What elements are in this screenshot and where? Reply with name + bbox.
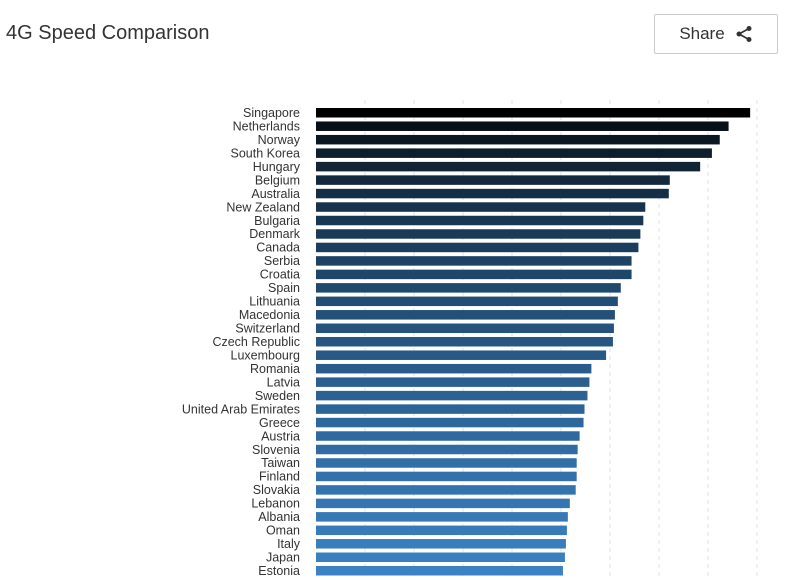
bar xyxy=(316,202,646,212)
category-label: South Korea xyxy=(231,146,301,160)
bar xyxy=(316,161,701,172)
bar xyxy=(316,229,641,239)
category-label: Taiwan xyxy=(261,456,300,470)
share-icon xyxy=(736,26,752,42)
category-label: Hungary xyxy=(253,160,301,174)
bar xyxy=(316,256,632,266)
bar xyxy=(316,512,568,522)
bar xyxy=(316,323,614,334)
bar xyxy=(316,363,592,374)
category-label: Italy xyxy=(277,537,301,551)
bar xyxy=(316,269,632,280)
category-label: Canada xyxy=(256,241,300,255)
bar xyxy=(316,336,613,347)
bar xyxy=(316,108,751,118)
category-label: Macedonia xyxy=(239,308,300,322)
category-label: Netherlands xyxy=(233,119,300,133)
category-label: Austria xyxy=(261,429,300,443)
category-label: Czech Republic xyxy=(212,335,300,349)
bar xyxy=(316,552,565,563)
category-label: Japan xyxy=(266,551,300,565)
category-label: Romania xyxy=(250,362,300,376)
category-label: Luxembourg xyxy=(231,348,301,362)
share-button[interactable]: Share xyxy=(654,14,778,54)
bar xyxy=(316,404,585,414)
bar xyxy=(316,458,577,468)
bar xyxy=(316,539,566,549)
category-label: Sweden xyxy=(255,389,300,403)
category-label: Norway xyxy=(258,133,301,147)
bar xyxy=(316,242,639,253)
page-title: 4G Speed Comparison xyxy=(6,22,210,44)
category-label: Albania xyxy=(258,510,300,524)
category-label: New Zealand xyxy=(226,200,300,214)
category-label: Australia xyxy=(251,187,300,201)
bar xyxy=(316,283,621,293)
bar xyxy=(316,134,720,145)
share-label: Share xyxy=(679,24,725,43)
category-label: Denmark xyxy=(249,227,300,241)
bar xyxy=(316,444,578,455)
category-label: Singapore xyxy=(243,106,300,120)
bar xyxy=(316,485,576,495)
bar xyxy=(316,148,712,158)
category-label: Lithuania xyxy=(249,295,300,309)
bar xyxy=(316,431,580,441)
category-label: Greece xyxy=(259,416,300,430)
bar xyxy=(316,565,563,576)
bar xyxy=(316,175,670,185)
category-label: United Arab Emirates xyxy=(182,402,300,416)
bar xyxy=(316,498,570,509)
category-label: Belgium xyxy=(255,173,300,187)
category-label: Latvia xyxy=(267,375,300,389)
category-label: Slovakia xyxy=(253,483,300,497)
category-label: Spain xyxy=(268,281,300,295)
category-label: Serbia xyxy=(264,254,300,268)
bar xyxy=(316,121,729,131)
bar xyxy=(316,296,618,307)
bar xyxy=(316,390,588,401)
category-label: Slovenia xyxy=(252,443,300,457)
category-label: Bulgaria xyxy=(254,214,300,228)
bar xyxy=(316,188,669,199)
category-label: Finland xyxy=(259,470,300,484)
bar xyxy=(316,377,590,387)
category-label: Estonia xyxy=(258,564,300,578)
category-label: Lebanon xyxy=(251,497,300,511)
bar xyxy=(316,350,607,360)
category-label: Switzerland xyxy=(235,322,300,336)
category-label: Croatia xyxy=(260,268,300,282)
bar xyxy=(316,471,577,482)
bar xyxy=(316,215,644,226)
category-label: Oman xyxy=(266,524,300,538)
bar xyxy=(316,417,584,428)
bar xyxy=(316,525,567,536)
bar xyxy=(316,310,615,320)
